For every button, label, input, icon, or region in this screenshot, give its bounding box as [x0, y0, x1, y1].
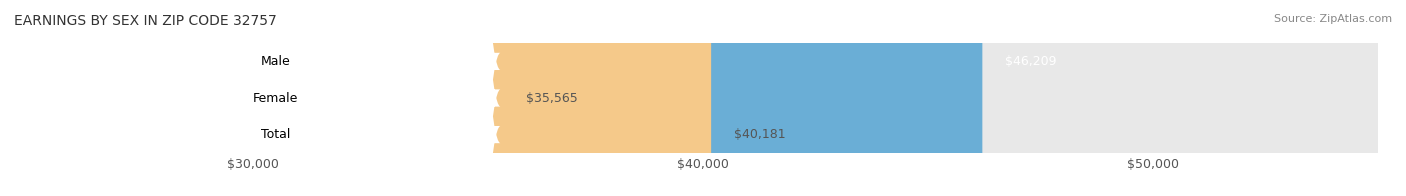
- Text: Total: Total: [262, 128, 290, 141]
- Text: Source: ZipAtlas.com: Source: ZipAtlas.com: [1274, 14, 1392, 24]
- FancyBboxPatch shape: [6, 0, 501, 196]
- FancyBboxPatch shape: [6, 0, 501, 196]
- Text: $46,209: $46,209: [1005, 55, 1056, 68]
- FancyBboxPatch shape: [28, 0, 1378, 196]
- Text: $40,181: $40,181: [734, 128, 786, 141]
- FancyBboxPatch shape: [28, 0, 711, 196]
- Text: $35,565: $35,565: [526, 92, 578, 104]
- Text: Male: Male: [260, 55, 291, 68]
- Text: EARNINGS BY SEX IN ZIP CODE 32757: EARNINGS BY SEX IN ZIP CODE 32757: [14, 14, 277, 28]
- FancyBboxPatch shape: [28, 0, 983, 196]
- FancyBboxPatch shape: [0, 0, 703, 196]
- Text: Female: Female: [253, 92, 298, 104]
- FancyBboxPatch shape: [6, 0, 501, 196]
- FancyBboxPatch shape: [28, 0, 1378, 196]
- FancyBboxPatch shape: [28, 0, 1378, 196]
